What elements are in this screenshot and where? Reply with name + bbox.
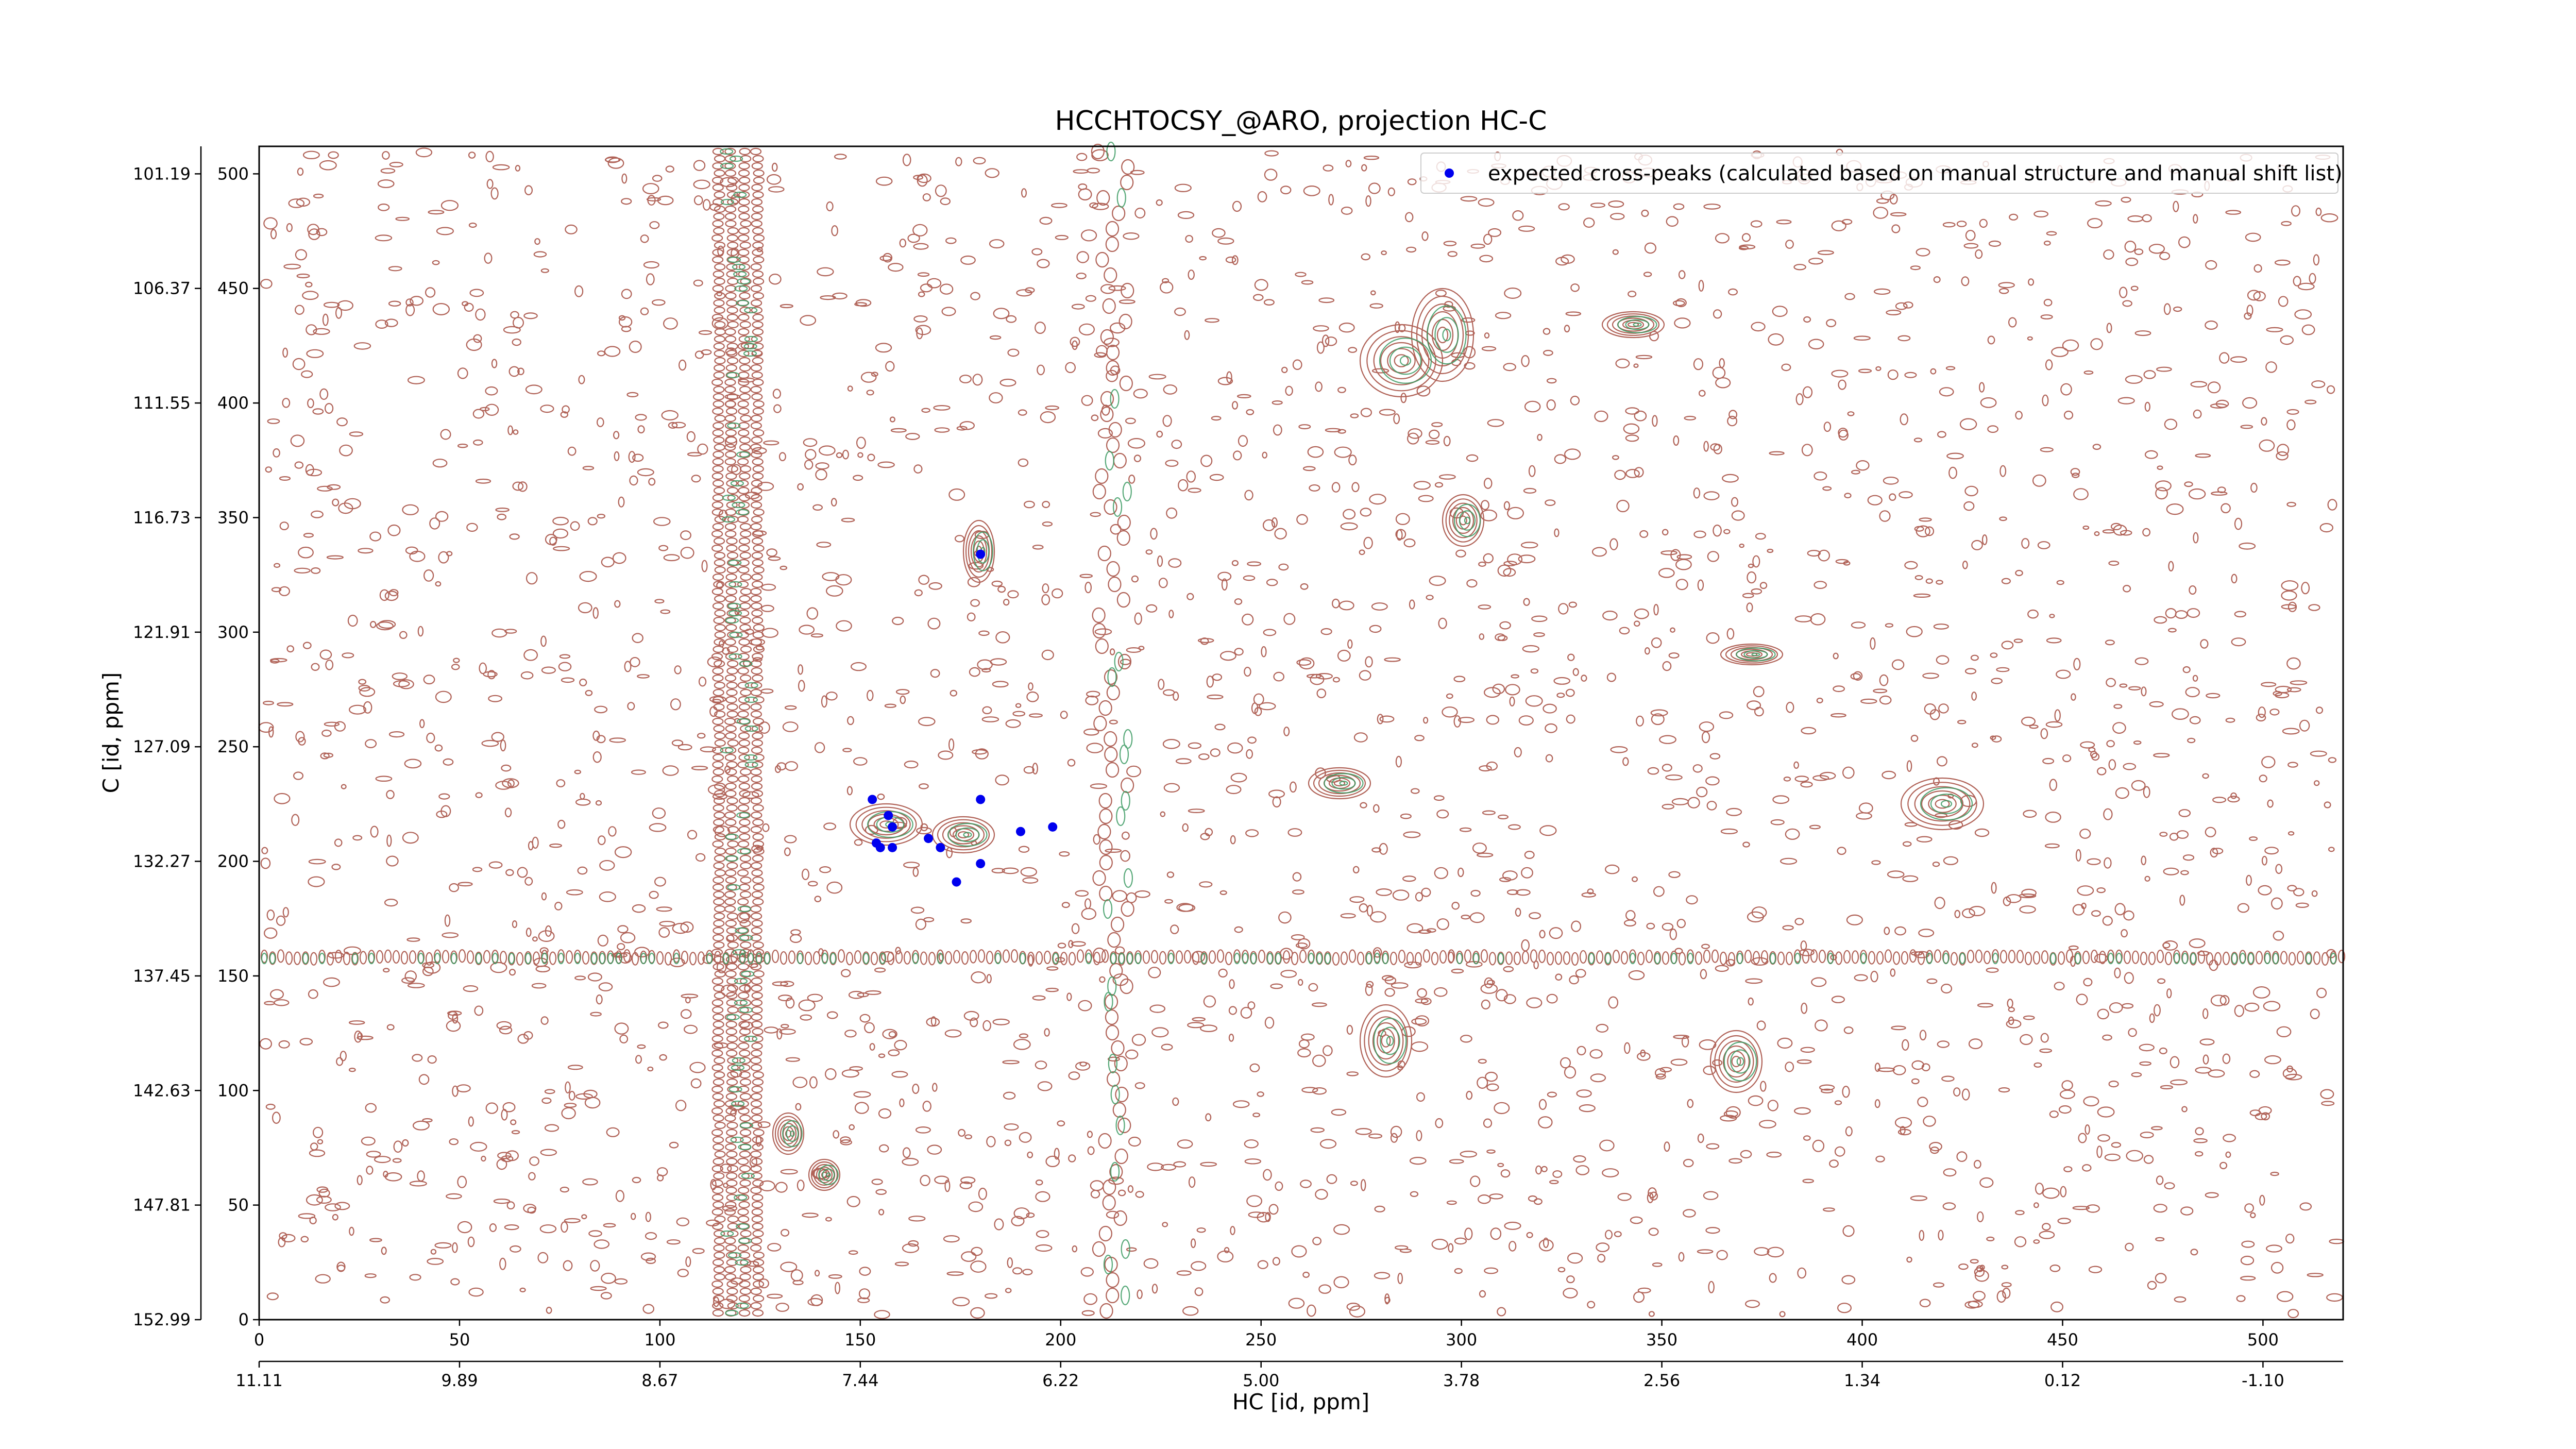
cross-peak (884, 811, 893, 820)
cross-peak (888, 822, 897, 832)
y-tick-label: 0 (239, 1310, 249, 1329)
x2-tick-label: 6.22 (1042, 1371, 1079, 1390)
x2-tick-label: 2.56 (1643, 1371, 1680, 1390)
y-tick-label: 500 (217, 164, 249, 183)
x-tick-label: 100 (644, 1330, 675, 1350)
cross-peak (952, 877, 961, 887)
spectrum-background (258, 141, 2346, 1319)
cross-peak (868, 795, 877, 804)
x-tick-label: 450 (2047, 1330, 2078, 1350)
y2-tick-label: 111.55 (133, 393, 191, 413)
x2-tick-label: -1.10 (2242, 1371, 2284, 1390)
x-axis-label: HC [id, ppm] (1232, 1389, 1369, 1414)
y-axis-label: C [id, ppm] (98, 672, 124, 794)
y2-tick-label: 152.99 (133, 1310, 191, 1329)
y-tick-label: 200 (217, 852, 249, 871)
negative-contours (261, 141, 2337, 1317)
y-tick-label: 300 (217, 622, 249, 642)
x2-tick-label: 1.34 (1844, 1371, 1880, 1390)
legend-marker (1445, 169, 1454, 178)
y-tick-label: 100 (217, 1081, 249, 1100)
cross-peak (888, 843, 897, 852)
x2-tick-label: 0.12 (2044, 1371, 2081, 1390)
y2-tick-label: 132.27 (133, 852, 191, 871)
noise-contours (258, 143, 2346, 1319)
y-tick-label: 400 (217, 393, 249, 413)
cross-peak (1015, 827, 1025, 836)
y2-tick-label: 137.45 (133, 966, 191, 986)
cross-peak (976, 795, 986, 804)
y2-tick-label: 101.19 (133, 164, 191, 183)
x2-tick-label: 9.89 (441, 1371, 478, 1390)
cross-peak (976, 549, 986, 559)
y-tick-label: 350 (217, 508, 249, 527)
cross-peak (875, 843, 885, 852)
y-tick-label: 450 (217, 279, 249, 298)
x2-tick-label: 11.11 (235, 1371, 283, 1390)
x-tick-label: 150 (844, 1330, 876, 1350)
x-tick-label: 500 (2247, 1330, 2279, 1350)
y-tick-label: 150 (217, 966, 249, 986)
cross-peak (976, 858, 986, 868)
x-tick-label: 50 (449, 1330, 470, 1350)
plot-frame (258, 145, 2344, 1321)
x-tick-label: 350 (1646, 1330, 1677, 1350)
cross-peak (1048, 822, 1058, 832)
x2-tick-label: 5.00 (1243, 1371, 1279, 1390)
y2-tick-label: 142.63 (133, 1081, 191, 1100)
x-tick-label: 300 (1446, 1330, 1477, 1350)
legend-box (1420, 153, 2338, 194)
cross-peak (924, 834, 934, 844)
y-tick-label: 50 (228, 1195, 249, 1215)
x-tick-label: 250 (1245, 1330, 1277, 1350)
y2-tick-label: 127.09 (133, 737, 191, 756)
y-tick-label: 250 (217, 737, 249, 756)
x2-tick-label: 7.44 (842, 1371, 878, 1390)
y2-tick-label: 116.73 (133, 508, 191, 527)
x2-tick-label: 3.78 (1443, 1371, 1480, 1390)
y2-tick-label: 106.37 (133, 279, 191, 298)
x-tick-label: 0 (254, 1330, 264, 1350)
x2-tick-label: 8.67 (641, 1371, 678, 1390)
x-tick-label: 400 (1846, 1330, 1878, 1350)
x-tick-label: 200 (1045, 1330, 1076, 1350)
legend-label: expected cross-peaks (calculated based o… (1488, 162, 2343, 186)
y2-tick-label: 121.91 (133, 622, 191, 642)
y2-tick-label: 147.81 (133, 1195, 191, 1215)
chart-title: HCCHTOCSY_@ARO, projection HC-C (1055, 106, 1547, 137)
cross-peak (936, 843, 945, 852)
